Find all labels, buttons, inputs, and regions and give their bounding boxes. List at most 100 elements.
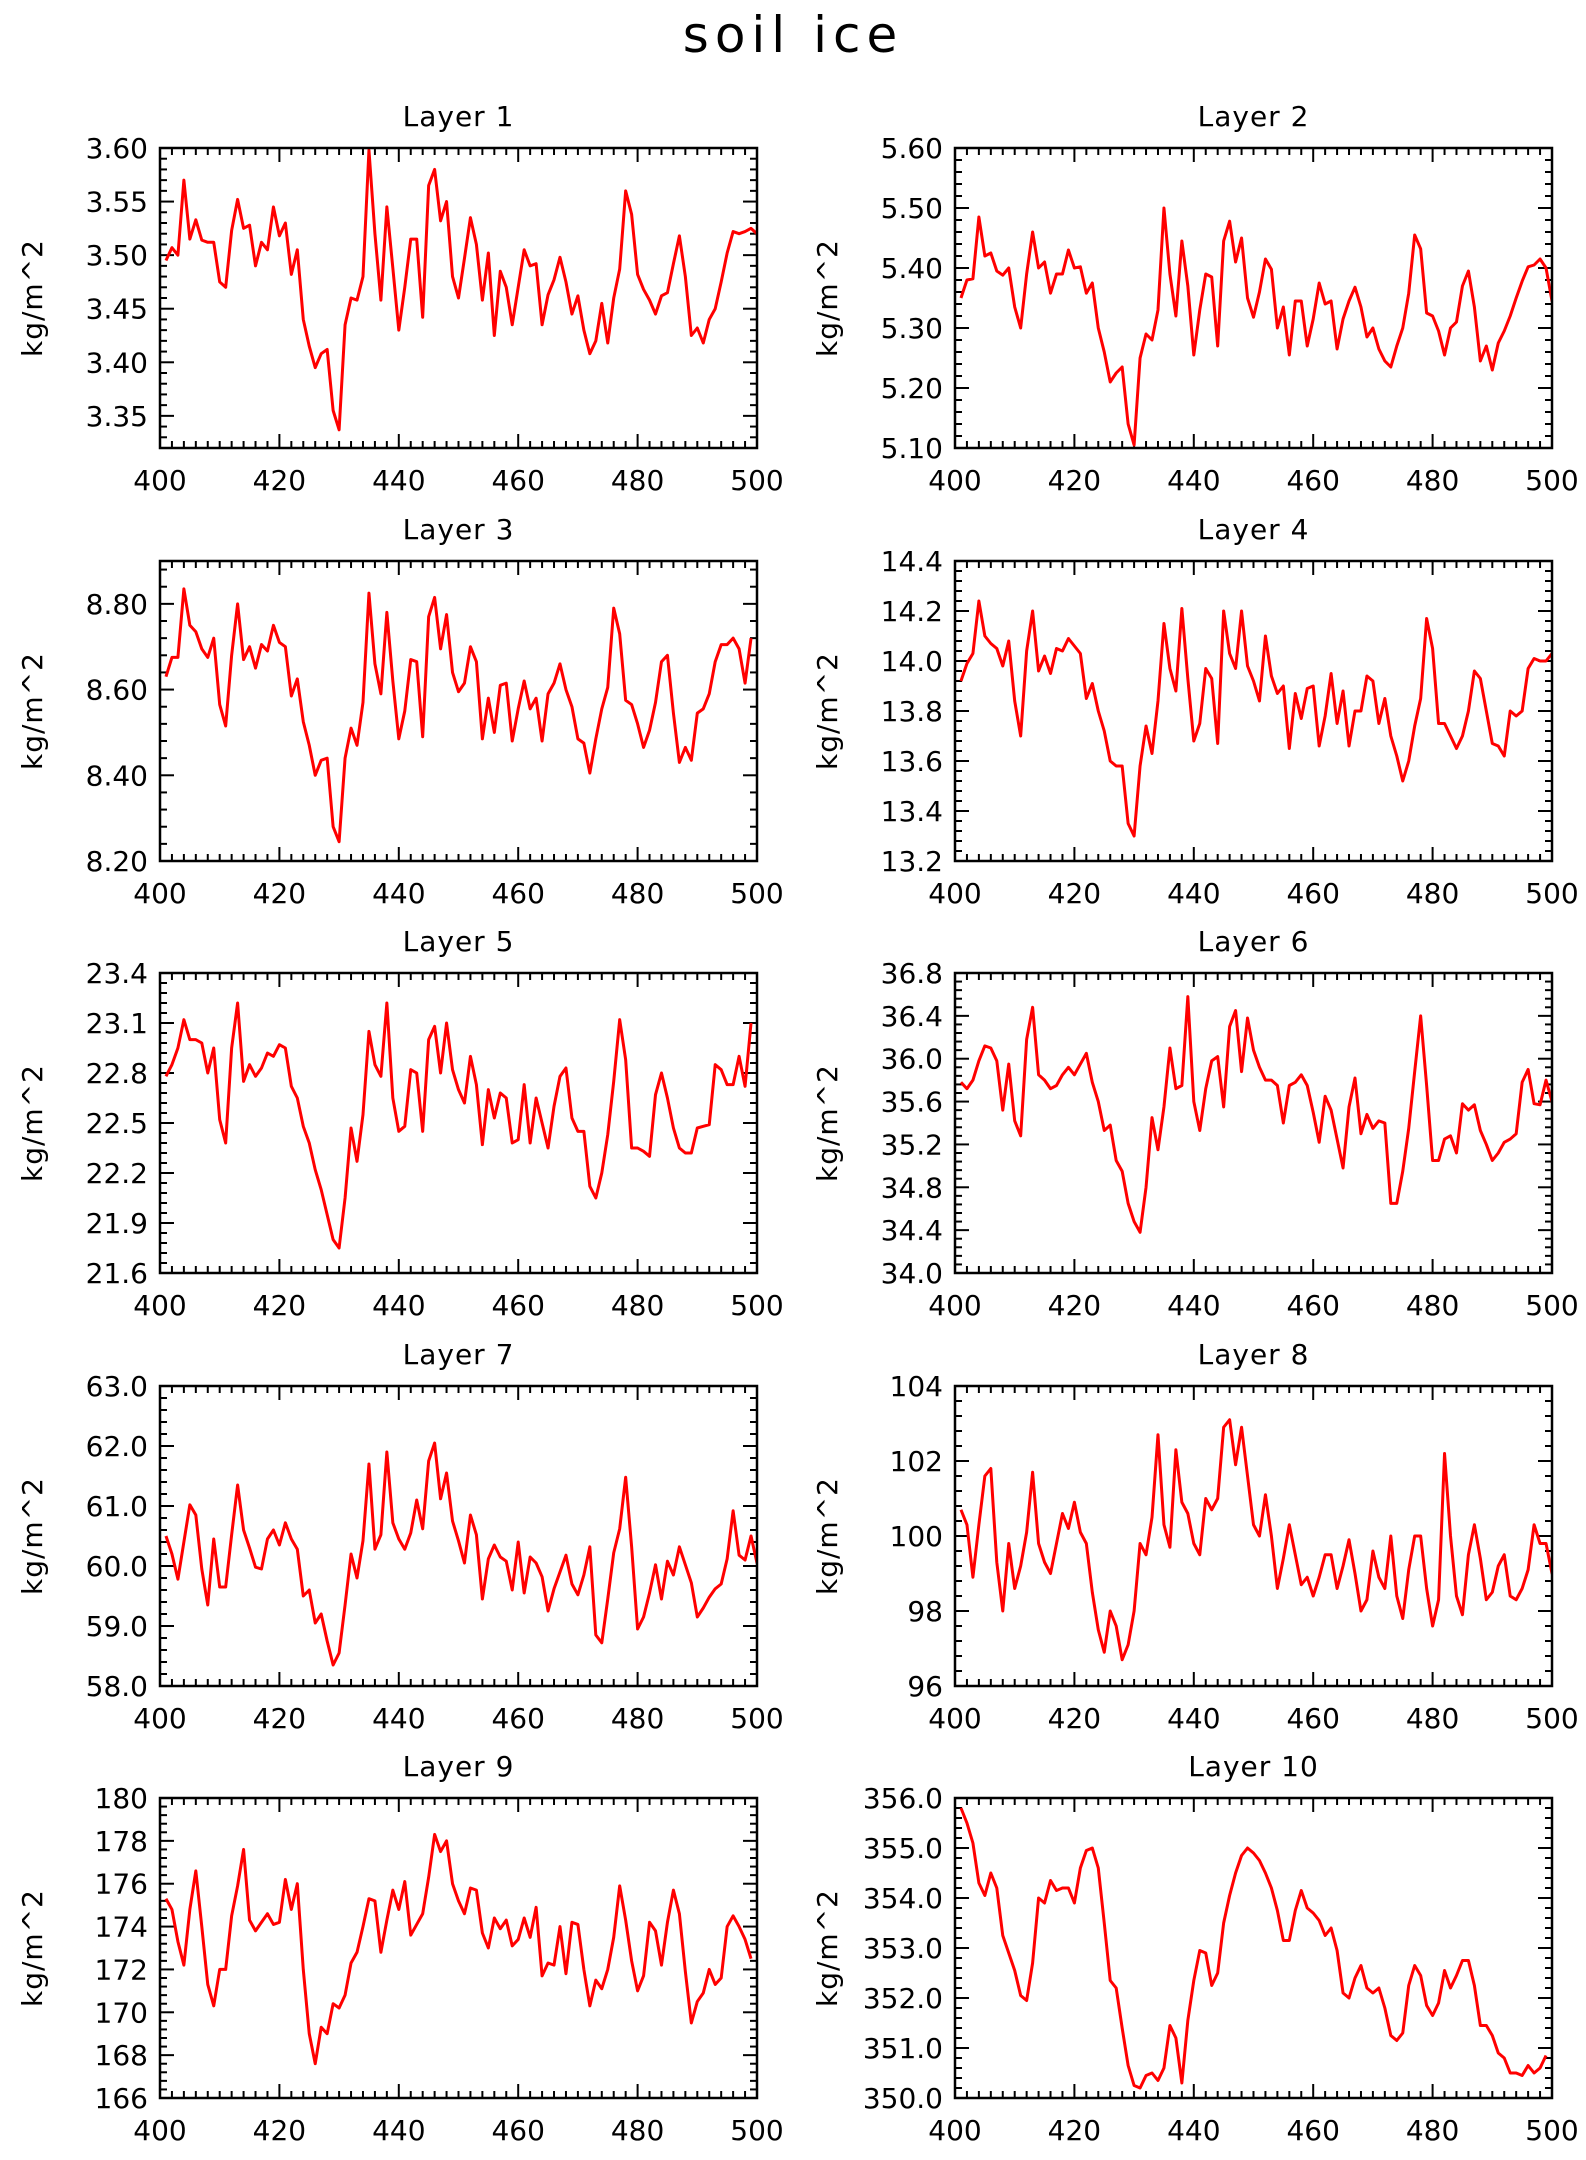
chart-panel-3: Layer 3 kg/m^2 400 420 440 460 480 500 8.20 8.40 8… [16,513,784,910]
y-tick-label: 60.0 [86,1550,148,1583]
x-tick-label: 500 [1525,877,1578,910]
y-tick-label: 63.0 [86,1370,148,1403]
plot-frame [158,971,759,1275]
x-tick-label: 400 [133,1289,186,1322]
y-axis-label: kg/m^2 [811,1064,844,1182]
plot-frame [158,1384,759,1688]
x-tick-label: 480 [1406,2114,1459,2147]
x-tick-label: 500 [730,2114,783,2147]
panel-title: Layer 5 [403,925,515,958]
x-tick-label: 440 [1167,1289,1220,1322]
x-tick-label: 420 [253,1289,306,1322]
x-tick-label: 440 [372,2114,425,2147]
series-line [164,1832,753,2066]
x-tick-label: 460 [491,1289,544,1322]
y-tick-label: 58.0 [86,1670,148,1703]
x-tick-label: 420 [1048,1289,1101,1322]
y-axis-label: kg/m^2 [16,239,49,357]
tick-marks [954,972,1553,1274]
y-tick-label: 34.8 [881,1171,943,1204]
y-tick-label: 21.6 [86,1257,148,1290]
y-axis-label: kg/m^2 [811,652,844,770]
y-tick-label: 104 [890,1370,943,1403]
panel-title: Layer 1 [403,100,515,133]
x-tick-label: 480 [611,1289,664,1322]
x-tick-label: 460 [491,464,544,497]
x-tick-label: 500 [1525,1702,1578,1735]
y-tick-label: 3.35 [86,400,148,433]
y-tick-label: 61.0 [86,1490,148,1523]
y-tick-label: 3.60 [86,132,148,165]
y-axis-label: kg/m^2 [811,239,844,357]
x-tick-label: 440 [1167,464,1220,497]
y-tick-label: 22.2 [86,1157,148,1190]
y-tick-label: 174 [95,1911,148,1944]
chart-panel-2: Layer 2 kg/m^2 400 420 440 460 480 500 5.10 5.20 5… [811,100,1579,497]
y-tick-label: 8.40 [86,759,148,792]
series-line [164,1441,757,1667]
x-tick-label: 500 [730,464,783,497]
chart-panel-1: Layer 1 kg/m^2 400 420 440 460 480 500 3.35 3.40 3… [16,100,784,497]
x-tick-label: 480 [1406,464,1459,497]
x-tick-label: 480 [1406,877,1459,910]
y-axis-label: kg/m^2 [16,652,49,770]
y-tick-label: 13.2 [881,845,943,878]
x-tick-label: 400 [928,2114,981,2147]
x-tick-label: 420 [253,464,306,497]
x-tick-label: 420 [1048,2114,1101,2147]
y-tick-label: 352.0 [863,1982,943,2015]
x-tick-label: 420 [1048,1702,1101,1735]
x-tick-label: 440 [1167,2114,1220,2147]
y-tick-label: 21.9 [86,1207,148,1240]
y-tick-label: 168 [95,2039,148,2072]
chart-panel-4: Layer 4 kg/m^2 400 420 440 460 480 500 13.2 13.4 1… [811,513,1579,910]
y-tick-label: 23.1 [86,1007,148,1040]
y-tick-label: 35.6 [881,1086,943,1119]
x-tick-label: 480 [611,464,664,497]
y-tick-label: 5.30 [881,312,943,345]
x-tick-label: 480 [611,1702,664,1735]
tick-marks [159,972,758,1274]
x-tick-label: 400 [928,464,981,497]
y-tick-label: 13.4 [881,795,943,828]
x-tick-label: 420 [253,2114,306,2147]
panel-title: Layer 7 [403,1338,515,1371]
tick-marks [954,1385,1553,1687]
panel-title: Layer 4 [1198,513,1310,546]
series-line [959,206,1552,447]
plot-frame [953,971,1554,1275]
y-tick-label: 23.4 [86,957,148,990]
x-tick-label: 400 [928,1289,981,1322]
x-tick-label: 400 [133,2114,186,2147]
y-tick-label: 14.0 [881,645,943,678]
x-tick-label: 440 [372,1702,425,1735]
y-tick-label: 353.0 [863,1932,943,1965]
y-axis-label: kg/m^2 [16,1477,49,1595]
y-tick-label: 13.6 [881,745,943,778]
panel-title: Layer 3 [403,513,515,546]
panel-title: Layer 2 [1198,100,1310,133]
x-tick-label: 500 [730,1289,783,1322]
plot-frame [953,1796,1554,2100]
y-tick-label: 170 [95,1996,148,2029]
y-axis-label: kg/m^2 [16,1889,49,2007]
y-tick-label: 5.60 [881,132,943,165]
y-tick-label: 3.55 [86,186,148,219]
y-tick-label: 355.0 [863,1832,943,1865]
y-tick-label: 172 [95,1953,148,1986]
x-tick-label: 480 [1406,1702,1459,1735]
y-tick-label: 14.2 [881,595,943,628]
x-tick-label: 440 [1167,1702,1220,1735]
panel-title: Layer 9 [403,1750,515,1783]
x-tick-label: 460 [1286,1289,1339,1322]
y-tick-label: 102 [890,1445,943,1478]
x-tick-label: 460 [1286,464,1339,497]
x-tick-label: 400 [928,877,981,910]
y-tick-label: 14.4 [881,545,943,578]
x-tick-label: 480 [611,877,664,910]
y-axis-label: kg/m^2 [811,1477,844,1595]
x-tick-label: 480 [611,2114,664,2147]
x-tick-label: 440 [372,877,425,910]
x-tick-label: 460 [1286,2114,1339,2147]
panel-title: Layer 8 [1198,1338,1310,1371]
